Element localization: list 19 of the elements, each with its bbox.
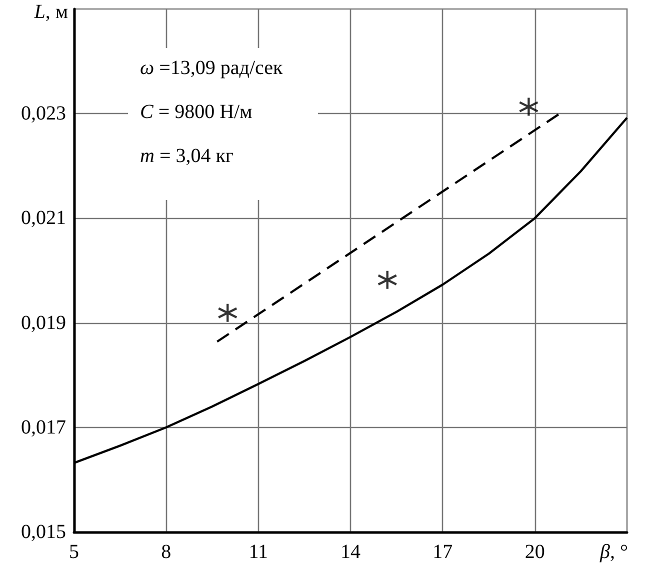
annotation: ω =13,09 рад/сек xyxy=(140,57,284,79)
y-tick-label: 0,017 xyxy=(21,416,66,438)
x-tick-label: 8 xyxy=(161,541,172,563)
y-axis-title: L, м xyxy=(33,1,68,23)
x-tick-label: 5 xyxy=(69,541,79,563)
x-tick-label: 11 xyxy=(248,541,268,563)
annotation: m = 3,04 кг xyxy=(140,145,234,167)
x-tick-label: 20 xyxy=(524,541,545,563)
y-tick-label: 0,015 xyxy=(21,521,66,543)
y-tick-label: 0,019 xyxy=(21,312,66,334)
x-tick-label: 17 xyxy=(432,541,453,563)
y-tick-label: 0,023 xyxy=(21,102,66,125)
point xyxy=(218,302,238,323)
x-tick-label: 14 xyxy=(340,541,360,563)
point xyxy=(518,96,539,117)
y-tick-label: 0,021 xyxy=(21,207,66,230)
point xyxy=(377,270,398,290)
x-axis-title: β, ° xyxy=(599,541,628,563)
annotation: C = 9800 Н/м xyxy=(140,101,253,123)
